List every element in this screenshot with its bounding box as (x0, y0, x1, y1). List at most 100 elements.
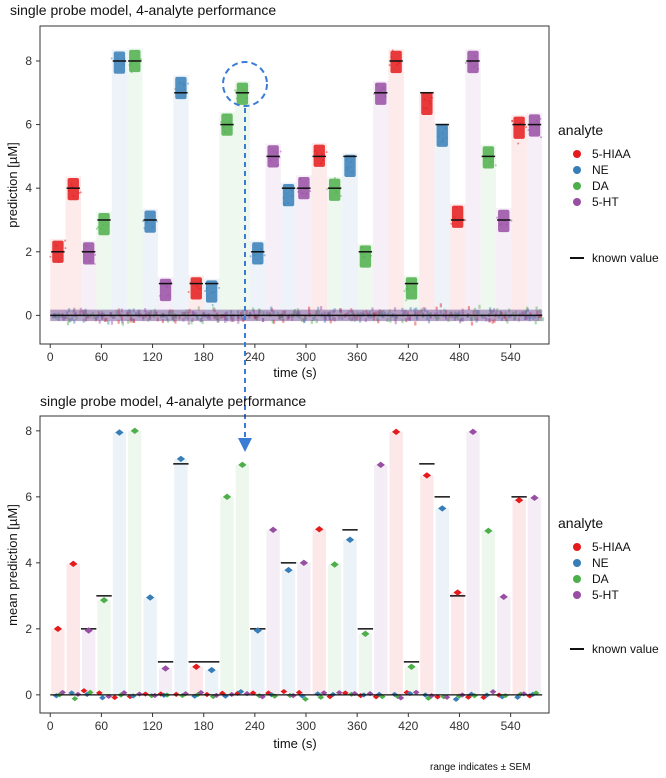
prediction-point (346, 168, 349, 171)
bg-band (311, 143, 327, 316)
prediction-point (218, 286, 221, 289)
noise-point (66, 321, 70, 326)
prediction-point (283, 202, 286, 205)
prediction-point (71, 185, 74, 188)
zero-mean-marker (157, 691, 165, 697)
zero-mean-marker (126, 693, 134, 700)
bg-band (465, 49, 481, 316)
prediction-point (428, 100, 431, 103)
prediction-point (243, 89, 246, 92)
bg-band (496, 208, 512, 316)
zero-mean-marker (366, 690, 374, 697)
prediction-cloud (451, 205, 464, 228)
legend-label-ne: NE (592, 556, 609, 570)
x-tick-label: 480 (449, 719, 469, 733)
prediction-point (475, 64, 478, 67)
x-tick-label: 480 (449, 350, 469, 364)
y-tick-label: 0 (25, 688, 32, 702)
prediction-point (290, 189, 293, 192)
x-tick-label: 0 (47, 719, 54, 733)
prediction-point (384, 95, 387, 98)
prediction-point (455, 206, 458, 209)
bottom-y-label: mean prediction [µM] (5, 504, 20, 626)
prediction-point (339, 194, 342, 197)
prediction-point (99, 227, 102, 230)
noise-point (272, 319, 276, 324)
prediction-point (55, 244, 58, 247)
zero-mean-marker (243, 690, 251, 697)
y-tick-label: 0 (25, 308, 32, 322)
zero-mean-marker (209, 693, 217, 700)
prediction-point (282, 196, 285, 199)
prediction-point (67, 189, 70, 192)
top-legend-known-label: known value (592, 251, 659, 265)
noise-point (329, 319, 332, 324)
prediction-point (272, 150, 275, 153)
zero-mean-marker (280, 688, 288, 695)
prediction-cloud (82, 242, 95, 265)
noise-point (317, 306, 320, 311)
bottom-legend-known-label: known value (592, 642, 659, 656)
prediction-point (326, 188, 329, 191)
zero-mean-marker (182, 691, 189, 697)
noise-point (73, 319, 76, 324)
prediction-point (539, 117, 542, 120)
bg-band (373, 81, 389, 316)
mean-prediction-marker (438, 505, 447, 512)
prediction-cloud (159, 278, 172, 302)
mean-prediction-marker (391, 428, 401, 436)
bottom-x-ticks: 0 60 120 180 240 300 360 420 480 540 (47, 713, 521, 733)
y-tick-label: 6 (25, 118, 32, 132)
prediction-point (474, 55, 477, 58)
prediction-point (70, 183, 73, 186)
noise-point (121, 319, 124, 324)
bg-band (251, 630, 265, 695)
bg-band (512, 500, 526, 695)
prediction-point (450, 222, 453, 225)
bg-band (343, 539, 357, 695)
bg-band (419, 91, 435, 316)
y-tick-label: 2 (25, 245, 32, 259)
zero-mean-marker (71, 696, 79, 702)
prediction-point (143, 227, 146, 230)
prediction-point (309, 190, 312, 193)
bottom-x-label: time (s) (273, 736, 316, 751)
bg-band (327, 564, 342, 695)
bg-band (342, 153, 358, 316)
prediction-point (498, 224, 501, 227)
prediction-point (301, 192, 304, 195)
x-tick-label: 360 (347, 719, 367, 733)
prediction-point (350, 171, 353, 174)
zero-mean-marker (317, 694, 325, 700)
prediction-point (320, 153, 323, 156)
mean-prediction-marker (238, 461, 247, 469)
prediction-cloud (113, 51, 126, 74)
noise-point (491, 319, 494, 324)
legend-dot-5-hiaa (573, 543, 581, 551)
prediction-point (473, 65, 476, 68)
noise-point (98, 319, 101, 324)
prediction-point (88, 260, 91, 263)
prediction-point (166, 294, 169, 297)
legend-label-da: DA (592, 179, 609, 193)
y-tick-label: 8 (25, 424, 32, 438)
prediction-point (129, 64, 132, 67)
prediction-point (477, 67, 480, 70)
zero-mean-marker (59, 689, 66, 696)
zero-mean-marker (95, 690, 103, 696)
prediction-point (277, 163, 280, 166)
mean-prediction-marker (453, 589, 462, 596)
noise-point (535, 306, 538, 311)
noise-point (393, 307, 397, 312)
prediction-point (496, 216, 499, 219)
prediction-cloud (252, 242, 264, 265)
bg-band (219, 111, 235, 316)
prediction-point (95, 227, 98, 230)
bg-band (265, 143, 281, 316)
x-tick-label: 360 (347, 350, 367, 364)
noise-point (414, 321, 417, 326)
prediction-point (535, 119, 538, 122)
zero-mean-marker (191, 693, 199, 699)
bg-band (235, 464, 250, 695)
prediction-cloud (328, 178, 341, 201)
